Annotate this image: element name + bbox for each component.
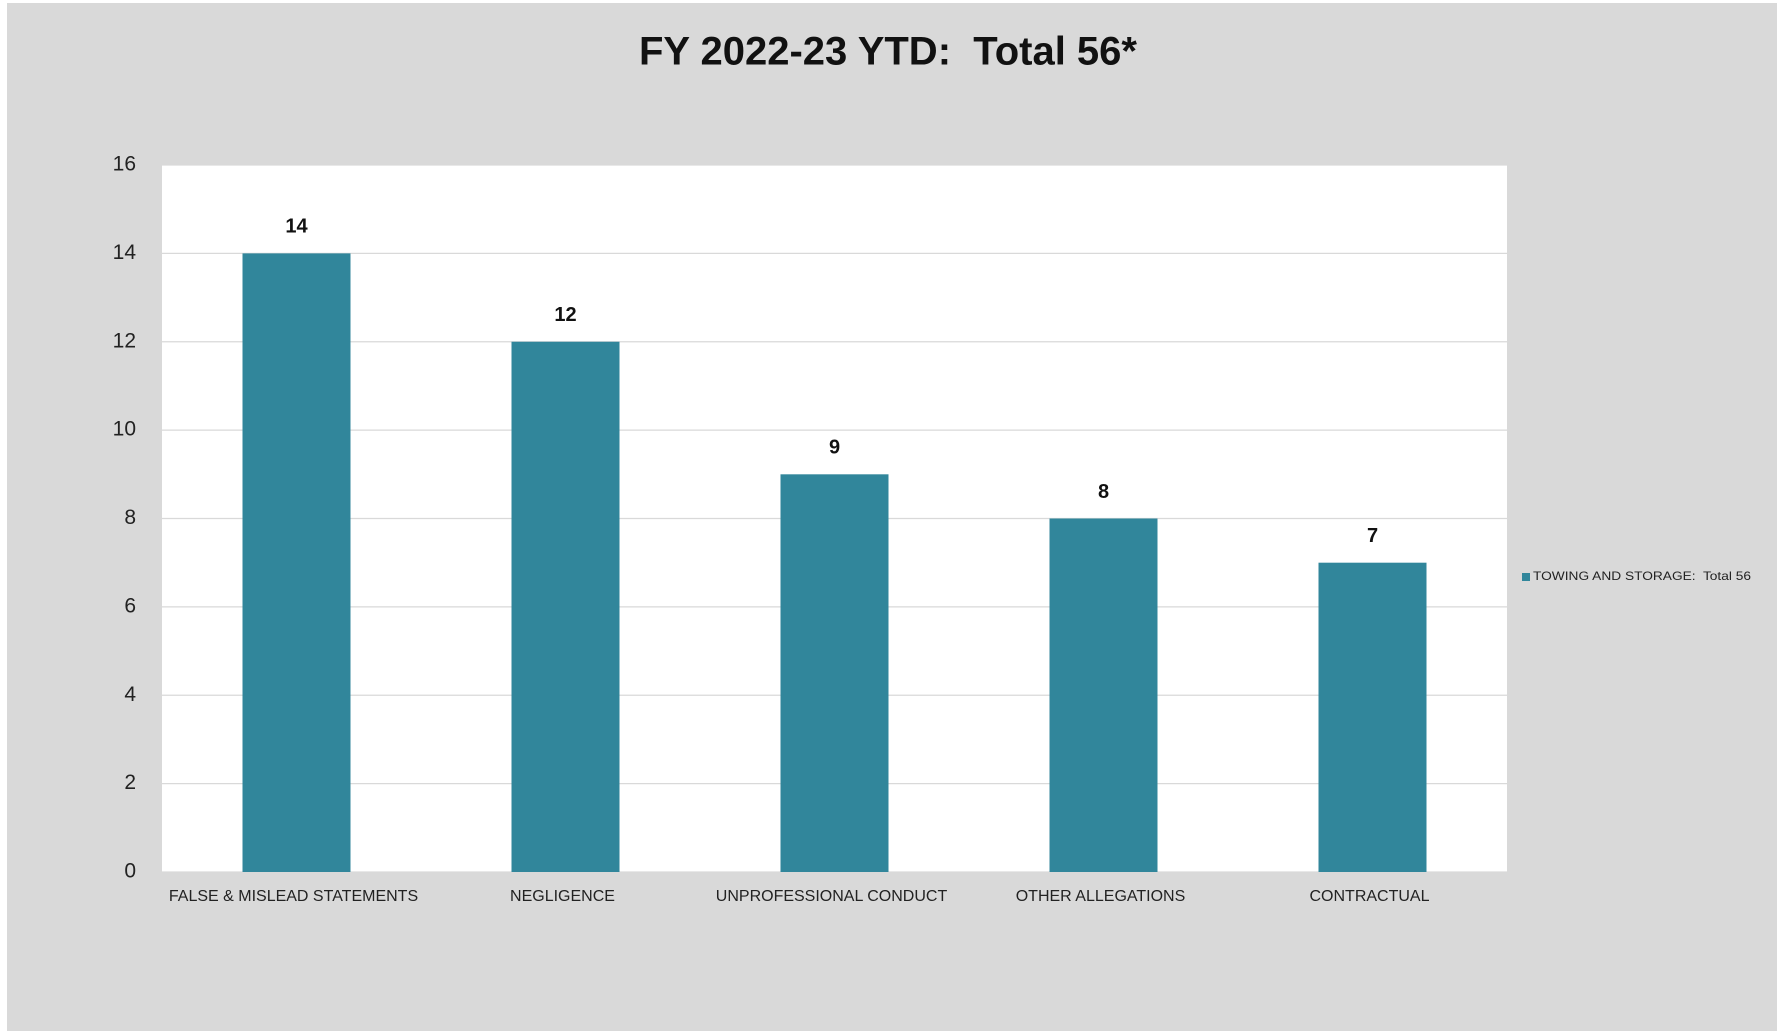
data-label: 9 — [829, 437, 840, 459]
y-tick-label: 8 — [124, 506, 136, 529]
bar — [1049, 518, 1158, 872]
bar — [242, 253, 351, 872]
chart-title: FY 2022-23 YTD: Total 56* — [639, 30, 1137, 74]
data-label: 7 — [1367, 525, 1378, 547]
bar — [511, 341, 620, 872]
y-tick-label: 10 — [113, 418, 136, 441]
data-label: 8 — [1098, 481, 1109, 503]
y-tick-label: 6 — [124, 594, 136, 617]
bar — [780, 474, 889, 872]
y-tick-label: 0 — [124, 860, 136, 883]
y-tick-label: 12 — [113, 329, 136, 352]
y-tick-label: 16 — [113, 153, 136, 176]
x-tick-label: OTHER ALLEGATIONS — [1015, 888, 1186, 905]
x-tick-label: FALSE & MISLEAD STATEMENTS — [168, 888, 419, 905]
x-tick-label: NEGLIGENCE — [510, 888, 615, 905]
data-label: 12 — [554, 304, 576, 326]
legend-swatch — [1522, 573, 1530, 581]
y-tick-label: 2 — [124, 771, 136, 794]
y-tick-label: 4 — [124, 683, 136, 706]
data-label: 14 — [285, 216, 308, 238]
y-tick-label: 14 — [113, 241, 137, 264]
x-tick-label: CONTRACTUAL — [1309, 888, 1430, 905]
bar — [1318, 562, 1427, 872]
legend-label: TOWING AND STORAGE: Total 56 — [1533, 569, 1751, 583]
x-tick-label: UNPROFESSIONAL CONDUCT — [715, 888, 948, 905]
